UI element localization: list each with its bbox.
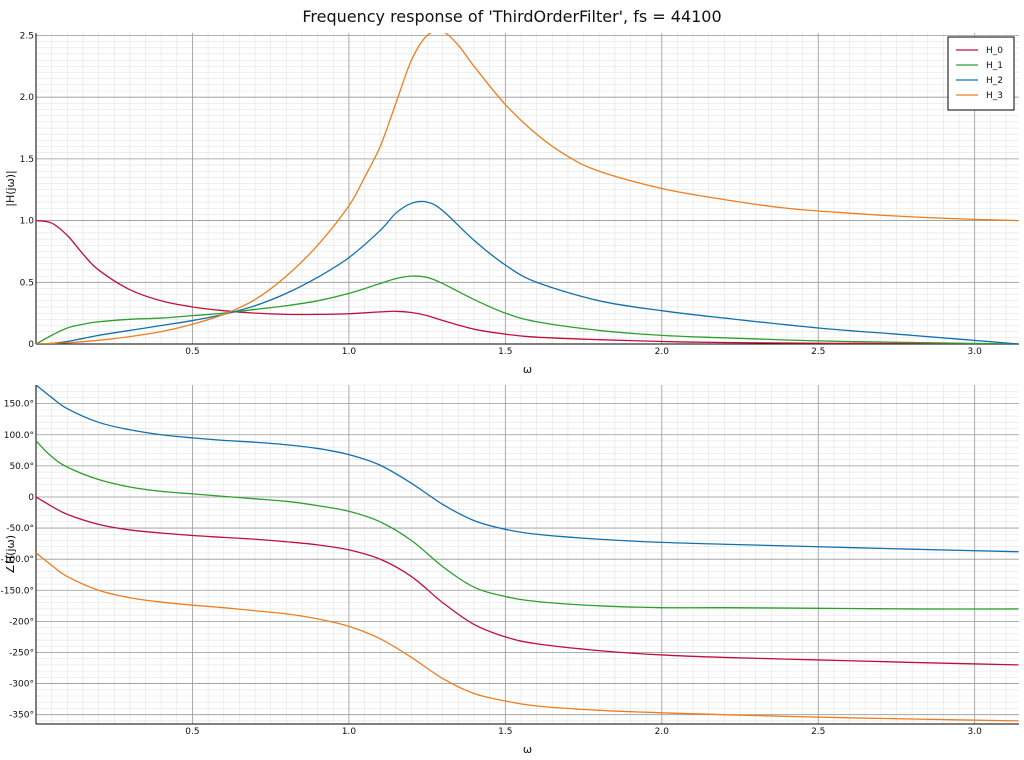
x-tick-label: 1.0: [342, 347, 357, 357]
x-tick-label: 2.5: [811, 347, 825, 357]
x-tick-label: 3.0: [968, 347, 983, 357]
phase-plot: 0.5 1.0 1.5 2.0 2.5 3.0 150.0° 100.0° 50.0° 0 -50.…: [0, 384, 1019, 756]
legend-label: H_0: [986, 46, 1003, 56]
series-line-h-1: [36, 275, 1019, 344]
y-tick-label: 0: [28, 340, 34, 350]
y-tick-label: 150.0°: [4, 400, 34, 410]
legend: H_0 H_1 H_2 H_3: [947, 36, 1015, 111]
series-line-h-2: [36, 385, 1019, 553]
x-tick-label: 0.5: [185, 347, 199, 357]
y-tick-label: -250°: [9, 648, 34, 658]
magnitude-plot: 0.5 1.0 1.5 2.0 2.5 3.0 0 0.5 1.0 1.5 2.0 2.5 ω |H(jω…: [4, 31, 1019, 376]
y-tick-label: -350°: [9, 711, 34, 721]
series-line-h-0: [36, 496, 1019, 666]
x-tick-label: 1.0: [342, 727, 357, 737]
y-tick-label: 50.0°: [9, 462, 34, 472]
y-tick-label: 2.5: [20, 31, 34, 41]
y-tick-label: 1.5: [20, 155, 34, 165]
x-tick-label: 2.5: [811, 727, 825, 737]
x-tick-label: 2.0: [655, 347, 670, 357]
y-tick-label: 0.5: [20, 278, 34, 288]
y-tick-label: 1.0: [20, 217, 35, 227]
legend-label: H_2: [986, 76, 1003, 86]
y-axis-title: ∠H(jω): [4, 535, 17, 574]
x-tick-label: 2.0: [655, 727, 670, 737]
y-tick-label: 0: [28, 493, 34, 503]
legend-box: [947, 36, 1015, 111]
chart-title: Frequency response of 'ThirdOrderFilter'…: [302, 7, 722, 26]
legend-label: H_3: [986, 91, 1003, 101]
y-tick-label: -300°: [9, 680, 34, 690]
x-tick-label: 0.5: [185, 727, 199, 737]
series-line-h-3: [36, 552, 1019, 722]
series-line-h-0: [36, 219, 1019, 344]
y-tick-label: 100.0°: [4, 431, 34, 441]
y-tick-label: -150.0°: [0, 586, 34, 596]
x-axis-title: ω: [523, 743, 532, 756]
x-tick-label: 3.0: [968, 727, 983, 737]
series-line-h-3: [36, 33, 1019, 344]
y-tick-label: -200°: [9, 617, 34, 627]
y-axis-title: |H(jω)|: [4, 170, 17, 207]
series-line-h-1: [36, 440, 1019, 610]
x-tick-label: 1.5: [498, 347, 512, 357]
y-tick-label: 2.0: [20, 93, 35, 103]
x-axis-title: ω: [523, 363, 532, 376]
x-tick-label: 1.5: [498, 727, 512, 737]
legend-label: H_1: [986, 61, 1003, 71]
y-tick-label: -50.0°: [6, 524, 34, 534]
y-tick-label: -100.0°: [0, 555, 34, 565]
series-line-h-2: [36, 200, 1019, 344]
